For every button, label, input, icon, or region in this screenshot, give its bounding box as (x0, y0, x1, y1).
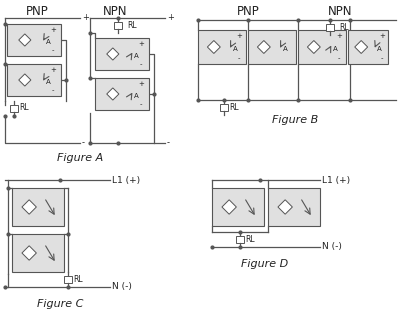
Polygon shape (19, 74, 31, 86)
Bar (12, 234, 64, 272)
Text: -: - (338, 55, 340, 61)
Polygon shape (257, 41, 270, 53)
Text: RL: RL (229, 102, 239, 112)
Text: +: + (50, 27, 56, 33)
Text: -: - (140, 101, 142, 107)
Text: -: - (238, 55, 240, 61)
Text: -: - (140, 61, 142, 67)
Text: +: + (236, 33, 242, 39)
Text: A: A (46, 79, 51, 85)
Text: RL: RL (245, 235, 255, 243)
Bar (7, 24, 61, 56)
Bar (268, 188, 320, 226)
Text: +: + (138, 81, 144, 87)
Text: A: A (46, 39, 51, 45)
Text: L1 (+): L1 (+) (112, 175, 140, 184)
Text: A: A (134, 92, 139, 99)
Text: -: - (381, 55, 383, 61)
Bar (326, 24, 334, 31)
Text: A: A (333, 46, 338, 52)
Text: A: A (233, 46, 238, 52)
Text: A: A (134, 52, 139, 59)
Polygon shape (207, 41, 220, 53)
Text: Figure B: Figure B (272, 115, 318, 125)
Text: A: A (283, 46, 288, 52)
Text: -: - (167, 138, 170, 148)
Bar (220, 104, 228, 111)
Text: +: + (336, 33, 342, 39)
Text: RL: RL (127, 20, 137, 30)
Bar (212, 188, 264, 226)
Text: PNP: PNP (26, 5, 48, 18)
Text: -: - (52, 87, 54, 93)
Text: L1 (+): L1 (+) (322, 175, 350, 184)
Text: Figure D: Figure D (241, 259, 289, 269)
Bar (7, 64, 61, 96)
Bar (114, 22, 122, 29)
Bar (236, 236, 244, 243)
Text: Figure C: Figure C (37, 299, 83, 309)
Bar (12, 188, 64, 226)
Polygon shape (19, 34, 31, 46)
Text: N (-): N (-) (112, 282, 132, 292)
Bar (95, 38, 149, 70)
Text: +: + (50, 67, 56, 73)
Polygon shape (22, 246, 36, 260)
Bar (64, 276, 72, 283)
Polygon shape (22, 200, 36, 214)
Bar (198, 30, 246, 64)
Polygon shape (355, 41, 368, 53)
Polygon shape (278, 200, 292, 214)
Text: N (-): N (-) (322, 242, 342, 252)
Bar (248, 30, 296, 64)
Text: RL: RL (339, 23, 349, 31)
Polygon shape (107, 88, 119, 100)
Text: +: + (138, 41, 144, 47)
Text: RL: RL (73, 275, 83, 283)
Text: +: + (82, 13, 89, 23)
Text: RL: RL (19, 104, 29, 113)
Text: +: + (379, 33, 385, 39)
Bar (298, 30, 346, 64)
Polygon shape (307, 41, 320, 53)
Text: -: - (52, 47, 54, 53)
Text: +: + (167, 13, 174, 23)
Bar (10, 105, 18, 112)
Polygon shape (222, 200, 236, 214)
Polygon shape (107, 48, 119, 60)
Text: NPN: NPN (328, 5, 352, 18)
Text: PNP: PNP (237, 5, 259, 18)
Text: -: - (82, 138, 85, 148)
Text: Figure A: Figure A (57, 153, 103, 163)
Text: A: A (377, 46, 382, 52)
Bar (348, 30, 388, 64)
Bar (95, 78, 149, 110)
Text: NPN: NPN (103, 5, 127, 18)
